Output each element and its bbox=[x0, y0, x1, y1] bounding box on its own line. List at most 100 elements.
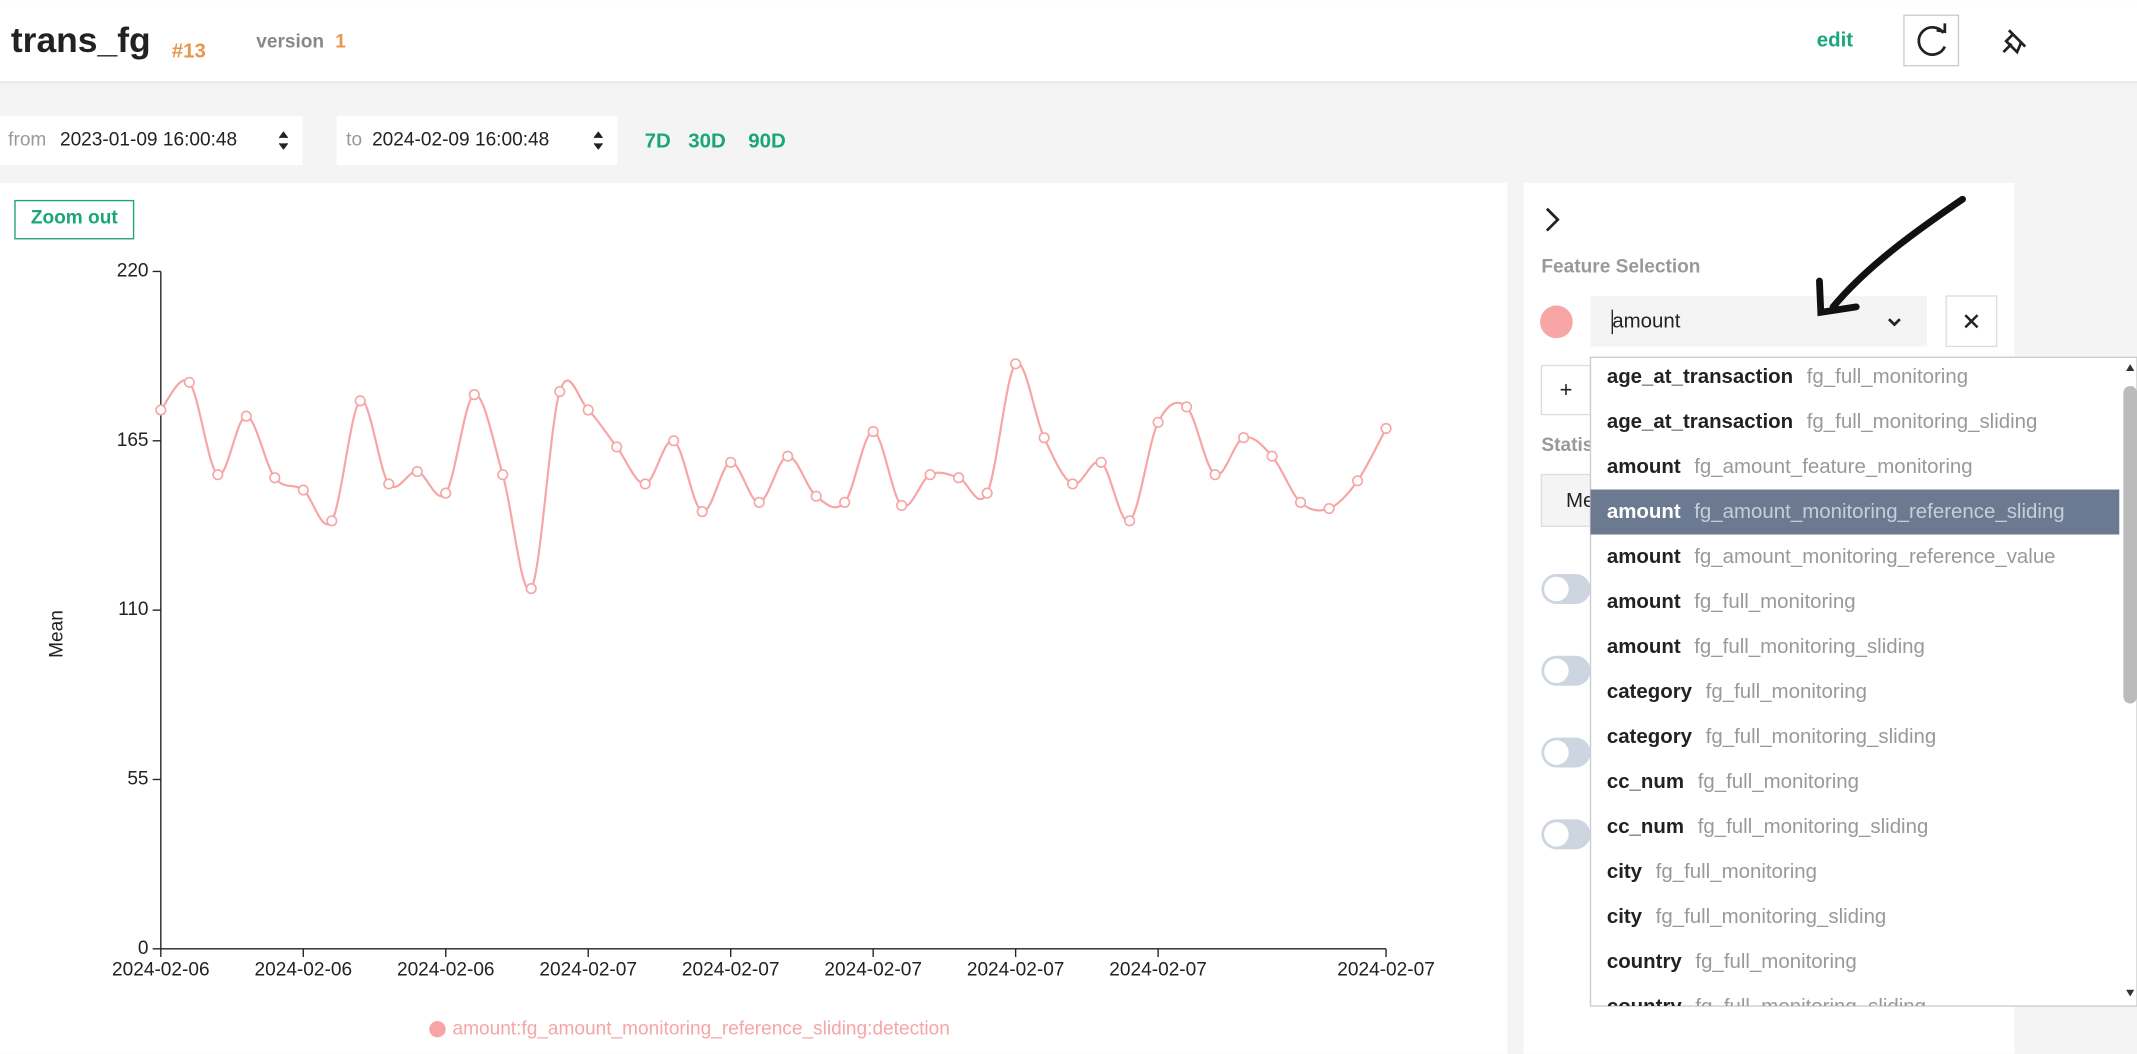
option-feature[interactable]: age_at_transaction bbox=[1607, 365, 1793, 388]
to-input[interactable] bbox=[336, 116, 618, 166]
x-tick-label: 2024-02-06 bbox=[397, 960, 495, 981]
x-tick-label: 2024-02-07 bbox=[1109, 960, 1207, 981]
data-point bbox=[981, 487, 993, 499]
data-point bbox=[1181, 401, 1193, 413]
to-label: to bbox=[346, 130, 362, 151]
statistic-value: Me bbox=[1566, 489, 1594, 512]
option-feature[interactable]: amount bbox=[1607, 545, 1681, 568]
y-axis-label: Mean bbox=[46, 610, 67, 658]
option-feature[interactable]: cc_num bbox=[1607, 815, 1684, 838]
data-point bbox=[611, 441, 623, 453]
data-point bbox=[1351, 475, 1364, 487]
data-point bbox=[810, 490, 822, 502]
data-point bbox=[1067, 478, 1079, 490]
to-date: 2024-02-09 16:00:48 bbox=[372, 130, 549, 151]
statistic-select[interactable] bbox=[1540, 473, 1592, 527]
option-feature[interactable]: city bbox=[1607, 860, 1643, 883]
add-button[interactable] bbox=[1540, 364, 1592, 416]
option-group: fg_full_monitoring_sliding bbox=[1807, 410, 2038, 433]
option-group: fg_amount_monitoring_reference_value bbox=[1694, 545, 2055, 568]
data-point bbox=[326, 515, 338, 527]
data-point bbox=[297, 484, 309, 496]
toggles bbox=[1541, 574, 1591, 850]
option-group: fg_amount_feature_monitoring bbox=[1694, 455, 1972, 478]
version: 1 bbox=[335, 32, 346, 53]
fg-id: #13 bbox=[172, 39, 206, 62]
option-group: fg_full_monitoring bbox=[1694, 590, 1855, 613]
data-point bbox=[867, 425, 879, 438]
option-feature[interactable]: city bbox=[1607, 905, 1643, 928]
option-feature[interactable]: amount bbox=[1607, 455, 1681, 478]
data-point bbox=[354, 395, 366, 407]
range-button[interactable]: 30D bbox=[688, 129, 726, 152]
option-group: fg_full_monitoring_sliding bbox=[1656, 905, 1887, 928]
option-group: fg_full_monitoring_sliding bbox=[1695, 995, 1926, 1018]
x-tick-label: 2024-02-06 bbox=[254, 960, 352, 981]
zoom-out-button[interactable] bbox=[14, 199, 135, 240]
refresh-button[interactable] bbox=[1903, 14, 1960, 67]
data-point bbox=[753, 496, 765, 508]
data-point bbox=[183, 376, 195, 388]
data-point bbox=[1038, 432, 1050, 444]
data-point bbox=[411, 465, 423, 478]
range-button[interactable]: 90D bbox=[748, 129, 785, 152]
y-tick-label: 110 bbox=[118, 599, 148, 620]
data-point bbox=[924, 469, 936, 481]
panel-title: Feature Selection bbox=[1541, 256, 1700, 277]
option-feature[interactable]: category bbox=[1607, 680, 1693, 703]
option-feature[interactable]: amount bbox=[1607, 500, 1681, 523]
data-point bbox=[212, 469, 224, 481]
spinner bbox=[593, 131, 603, 150]
option-group: fg_full_monitoring bbox=[1706, 680, 1867, 703]
data-point bbox=[668, 435, 680, 447]
data-point bbox=[1294, 496, 1307, 508]
series-color bbox=[1540, 305, 1573, 339]
data-point bbox=[725, 456, 737, 468]
from-input[interactable] bbox=[0, 116, 303, 166]
option-feature[interactable]: category bbox=[1607, 725, 1693, 748]
option-feature[interactable]: country bbox=[1607, 950, 1683, 973]
from-label: from bbox=[8, 130, 46, 151]
legend-swatch bbox=[429, 1021, 446, 1038]
x-tick-label: 2024-02-07 bbox=[1337, 960, 1435, 981]
collapse-button[interactable] bbox=[1545, 207, 1560, 232]
data-point bbox=[155, 404, 167, 416]
data-point bbox=[1380, 422, 1392, 435]
x-tick-label: 2024-02-07 bbox=[824, 960, 922, 981]
spinner bbox=[278, 131, 289, 150]
data-point bbox=[896, 499, 908, 512]
data-point bbox=[1209, 469, 1221, 481]
x-tick-label: 2024-02-06 bbox=[112, 960, 210, 981]
option-feature[interactable]: amount bbox=[1607, 590, 1681, 613]
option-group: fg_full_monitoring_sliding bbox=[1694, 635, 1925, 658]
data-point bbox=[525, 582, 537, 595]
data-point bbox=[440, 487, 452, 499]
data-point bbox=[1152, 416, 1164, 428]
x-tick-label: 2024-02-07 bbox=[967, 960, 1065, 981]
data-point bbox=[497, 469, 509, 481]
feature-select-value: amount bbox=[1612, 309, 1680, 332]
option-group: fg_full_monitoring_sliding bbox=[1698, 815, 1929, 838]
option-list: age_at_transaction fg_full_monitoring age_… bbox=[1590, 365, 2120, 1018]
option-group: fg_full_monitoring_sliding bbox=[1706, 725, 1937, 748]
version-label: version bbox=[256, 32, 324, 53]
option-feature[interactable]: cc_num bbox=[1607, 770, 1684, 793]
option-feature[interactable]: age_at_transaction bbox=[1607, 410, 1793, 433]
option-group: fg_amount_monitoring_reference_sliding bbox=[1694, 500, 2064, 523]
data-point bbox=[468, 389, 480, 401]
data-point bbox=[782, 450, 794, 462]
option-group: fg_full_monitoring bbox=[1698, 770, 1859, 793]
add-label: + bbox=[1560, 377, 1573, 402]
range-button[interactable]: 7D bbox=[645, 129, 671, 152]
zoom-out-label: Zoom out bbox=[31, 207, 119, 228]
pin-button[interactable] bbox=[2002, 29, 2027, 55]
scrollbar[interactable] bbox=[2123, 385, 2137, 704]
data-point bbox=[269, 472, 281, 484]
feature-select[interactable] bbox=[1590, 295, 1928, 347]
option-feature[interactable]: country bbox=[1607, 995, 1683, 1018]
option-highlight bbox=[1590, 489, 2120, 535]
y-tick-label: 220 bbox=[117, 261, 149, 282]
edit-link[interactable]: edit bbox=[1817, 29, 1854, 52]
option-feature[interactable]: amount bbox=[1607, 635, 1681, 658]
